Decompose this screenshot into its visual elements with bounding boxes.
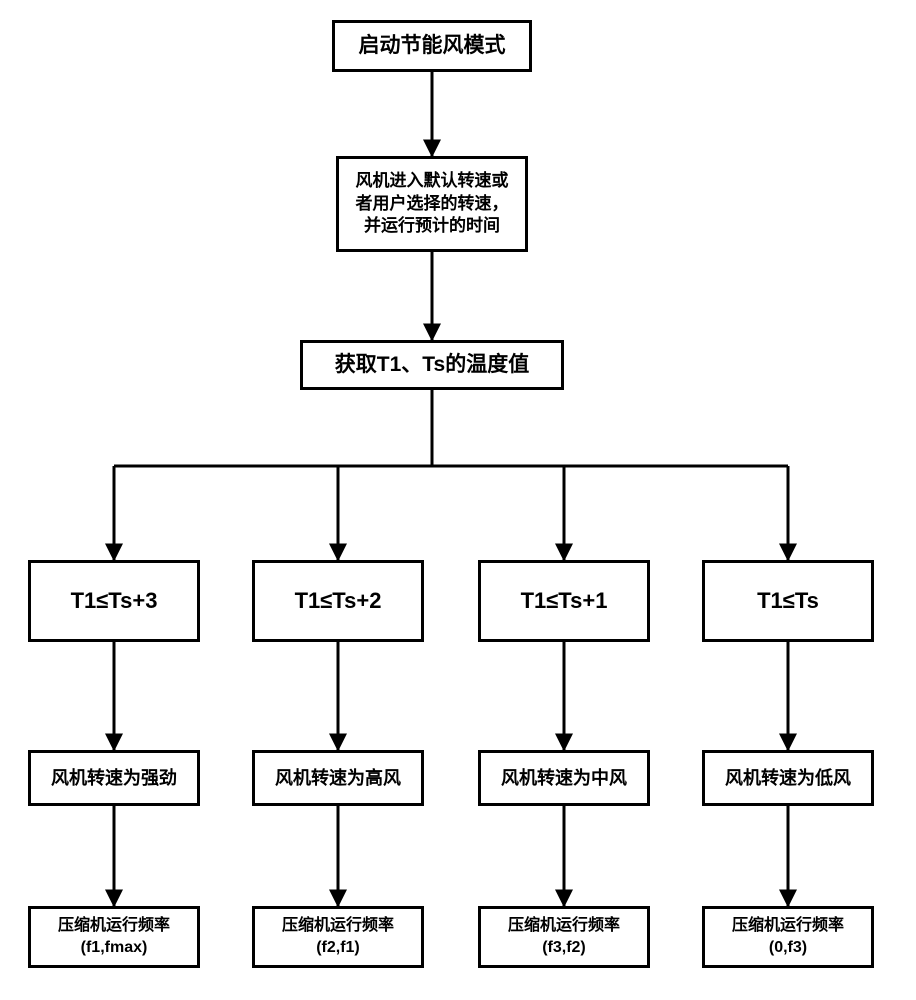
node-comp1: 压缩机运行频率 (f1,fmax) <box>28 906 200 968</box>
node-fan3: 风机转速为中风 <box>478 750 650 806</box>
node-start: 启动节能风模式 <box>332 20 532 72</box>
node-cond4: T1≤Ts <box>702 560 874 642</box>
node-cond2: T1≤Ts+2 <box>252 560 424 642</box>
node-cond1: T1≤Ts+3 <box>28 560 200 642</box>
node-comp2: 压缩机运行频率 (f2,f1) <box>252 906 424 968</box>
node-comp3: 压缩机运行频率 (f3,f2) <box>478 906 650 968</box>
node-fan1: 风机转速为强劲 <box>28 750 200 806</box>
node-get_temp: 获取T1、Ts的温度值 <box>300 340 564 390</box>
node-fan2: 风机转速为高风 <box>252 750 424 806</box>
node-cond3: T1≤Ts+1 <box>478 560 650 642</box>
node-comp4: 压缩机运行频率 (0,f3) <box>702 906 874 968</box>
node-fan_default: 风机进入默认转速或 者用户选择的转速， 并运行预计的时间 <box>336 156 528 252</box>
node-fan4: 风机转速为低风 <box>702 750 874 806</box>
